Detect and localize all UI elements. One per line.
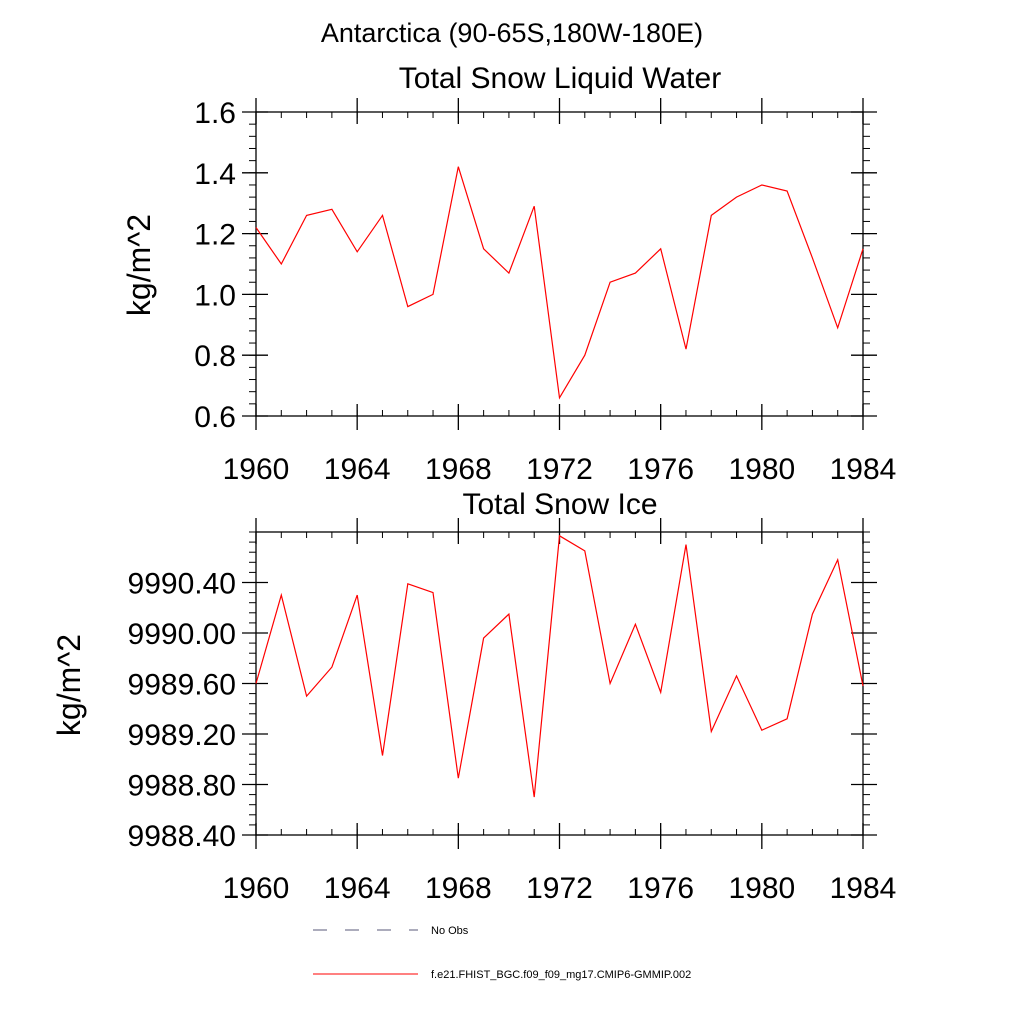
legend-label-no-obs: No Obs [431, 925, 469, 937]
y-tick-label: 1.6 [194, 97, 236, 130]
data-point [382, 215, 383, 216]
x-tick-label: 1980 [728, 872, 795, 905]
chart-title-snow-liquid-water: Total Snow Liquid Water [399, 62, 721, 95]
data-point [483, 248, 484, 249]
y-tick-label: 1.4 [194, 158, 236, 191]
data-point [534, 206, 535, 207]
x-tick-label: 1960 [223, 453, 290, 486]
data-point [559, 535, 560, 536]
y-tick-label: 0.6 [194, 401, 236, 434]
data-point [432, 294, 433, 295]
data-point [382, 755, 383, 756]
y-tick-label: 9988.80 [128, 770, 236, 803]
data-point [458, 166, 459, 167]
y-axis-label-snow-liquid-water: kg/m^2 [121, 214, 157, 316]
y-tick-label: 9989.20 [128, 719, 236, 752]
data-point [483, 637, 484, 638]
data-point [281, 263, 282, 264]
legend-label-model: f.e21.FHIST_BGC.f09_f09_mg17.CMIP6-GMMIP… [431, 969, 691, 981]
data-point [534, 797, 535, 798]
data-point [458, 778, 459, 779]
data-point [407, 583, 408, 584]
data-point [609, 683, 610, 684]
x-tick-label: 1964 [324, 872, 391, 905]
data-point [862, 248, 863, 249]
y-tick-label: 9990.00 [128, 618, 236, 651]
y-tick-label: 1.0 [194, 279, 236, 312]
data-point [306, 696, 307, 697]
data-point [685, 544, 686, 545]
x-tick-label: 1976 [627, 453, 694, 486]
data-point [609, 282, 610, 283]
data-point [508, 273, 509, 274]
data-point [281, 595, 282, 596]
data-point [711, 731, 712, 732]
data-point [357, 251, 358, 252]
data-point [736, 675, 737, 676]
x-tick-label: 1964 [324, 453, 391, 486]
y-tick-label: 9989.60 [128, 669, 236, 702]
plot-frame-snow-ice [255, 531, 864, 836]
data-point [812, 613, 813, 614]
data-point [761, 730, 762, 731]
data-point [812, 257, 813, 258]
x-tick-label: 1980 [728, 453, 795, 486]
x-tick-label: 1972 [526, 453, 593, 486]
data-point [331, 209, 332, 210]
data-point [862, 685, 863, 686]
x-tick-label: 1984 [830, 872, 897, 905]
x-tick-label: 1984 [830, 453, 897, 486]
legend: No Obs f.e21.FHIST_BGC.f09_f09_mg17.CMIP… [313, 925, 691, 981]
data-point [837, 559, 838, 560]
y-tick-label: 9990.40 [128, 568, 236, 601]
data-point [306, 215, 307, 216]
x-tick-label: 1968 [425, 872, 492, 905]
y-tick-label: 0.8 [194, 340, 236, 373]
data-point [660, 692, 661, 693]
data-point [711, 215, 712, 216]
panel-snow-ice: Total Snow Ice kg/m^2 9988.40 9988.80 9989… [51, 488, 896, 905]
data-point [761, 184, 762, 185]
data-point [787, 190, 788, 191]
y-tick-label: 9988.40 [128, 820, 236, 853]
data-point [331, 666, 332, 667]
data-point [407, 306, 408, 307]
x-tick-label: 1972 [526, 872, 593, 905]
data-point [508, 613, 509, 614]
data-point [736, 197, 737, 198]
series-line-snow-liquid-water [255, 166, 864, 400]
y-tick-label: 1.2 [194, 219, 236, 252]
data-point [635, 273, 636, 274]
plot-frame-snow-liquid-water [255, 111, 864, 417]
panel-snow-liquid-water: Total Snow Liquid Water kg/m^2 0.6 0.8 1.0… [121, 62, 896, 486]
chart-title-snow-ice: Total Snow Ice [462, 488, 657, 521]
data-point [660, 248, 661, 249]
data-point [357, 595, 358, 596]
data-point [255, 227, 256, 228]
data-point [685, 349, 686, 350]
data-point [635, 624, 636, 625]
figure-main-title: Antarctica (90-65S,180W-180E) [321, 18, 703, 48]
data-point [837, 327, 838, 328]
series-line-snow-ice [255, 534, 864, 798]
data-point [255, 683, 256, 684]
data-point [559, 397, 560, 398]
x-tick-label: 1960 [223, 872, 290, 905]
data-point [584, 550, 585, 551]
x-tick-label: 1968 [425, 453, 492, 486]
data-point [432, 592, 433, 593]
data-point [787, 718, 788, 719]
data-point [584, 355, 585, 356]
y-axis-label-snow-ice: kg/m^2 [51, 634, 87, 736]
x-tick-label: 1976 [627, 872, 694, 905]
